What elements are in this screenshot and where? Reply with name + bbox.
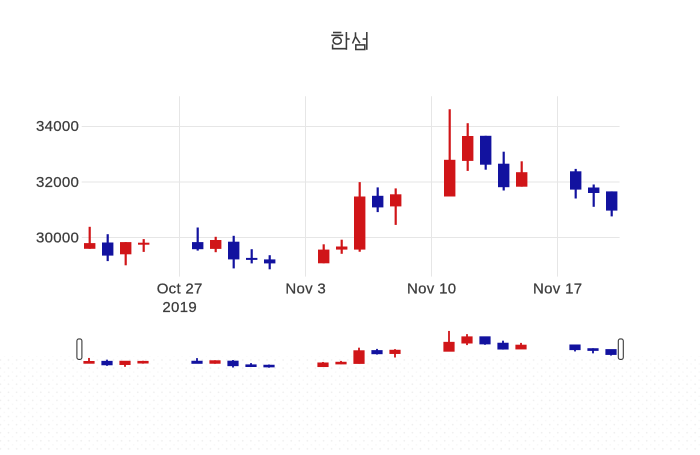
- svg-text:Nov 3: Nov 3: [285, 280, 326, 297]
- svg-text:2019: 2019: [162, 299, 197, 316]
- svg-text:Oct 27: Oct 27: [157, 280, 203, 297]
- svg-text:32000: 32000: [36, 174, 79, 191]
- svg-text:30000: 30000: [36, 229, 79, 246]
- svg-text:34000: 34000: [36, 118, 79, 135]
- svg-text:Nov 10: Nov 10: [407, 280, 456, 297]
- svg-text:Nov 17: Nov 17: [533, 280, 582, 297]
